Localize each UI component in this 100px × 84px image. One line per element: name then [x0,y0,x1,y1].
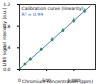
svg-text:1.2: 1.2 [3,2,10,7]
svg-text:R² = 0.99: R² = 0.99 [22,12,44,17]
svg-text:0.0: 0.0 [3,67,10,72]
svg-text:0.4: 0.4 [3,45,11,51]
svg-text:0.8: 0.8 [3,23,11,29]
svg-text:Calibration curve (linearity): Calibration curve (linearity) [22,6,84,11]
svg-text:Chromium concentration (ppm): Chromium concentration (ppm) [22,79,93,84]
svg-text:LIBS signal intensity (a.u.): LIBS signal intensity (a.u.) [2,7,7,66]
svg-text:0: 0 [18,78,21,83]
